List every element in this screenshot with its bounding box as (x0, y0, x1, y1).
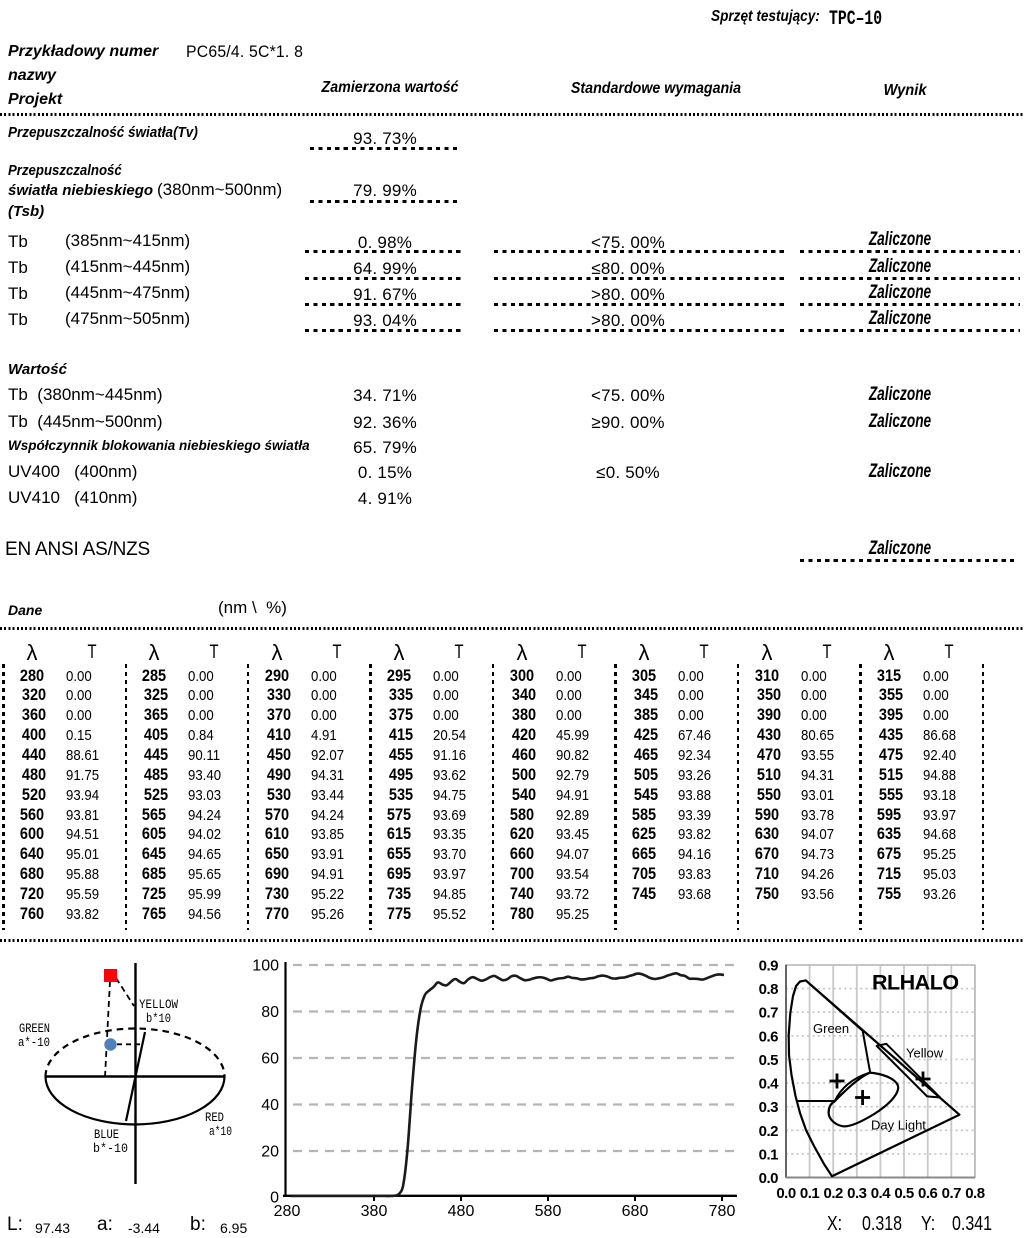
svg-text:b*-10: b*-10 (93, 1141, 128, 1156)
svg-text:b*10: b*10 (146, 1011, 171, 1026)
svg-text:BLUE: BLUE (94, 1127, 119, 1142)
svg-text:RED: RED (205, 1110, 224, 1125)
svg-text:40: 40 (261, 1097, 279, 1114)
svg-text:60: 60 (261, 1051, 279, 1068)
svg-text:0.3: 0.3 (759, 1099, 779, 1116)
svg-text:0.4: 0.4 (759, 1076, 780, 1093)
svg-text:0.8: 0.8 (965, 1185, 985, 1202)
svg-text:0.8: 0.8 (759, 981, 779, 998)
svg-text:0.4: 0.4 (871, 1185, 892, 1202)
svg-text:480: 480 (448, 1203, 475, 1220)
svg-text:0.0: 0.0 (776, 1185, 796, 1202)
svg-text:GREEN: GREEN (19, 1021, 50, 1036)
svg-text:a*-10: a*-10 (18, 1035, 50, 1050)
svg-text:0.6: 0.6 (759, 1028, 779, 1045)
svg-text:680: 680 (622, 1203, 649, 1220)
svg-text:Yellow: Yellow (906, 1046, 944, 1061)
svg-text:0: 0 (270, 1190, 279, 1207)
svg-text:0.2: 0.2 (759, 1123, 779, 1140)
svg-text:80: 80 (261, 1004, 279, 1021)
svg-text:0.2: 0.2 (824, 1185, 844, 1202)
svg-text:YELLOW: YELLOW (139, 997, 178, 1012)
svg-text:100: 100 (252, 958, 279, 975)
svg-text:0.7: 0.7 (942, 1185, 962, 1202)
svg-text:Green: Green (813, 1021, 849, 1036)
svg-text:280: 280 (274, 1203, 301, 1220)
svg-text:0.7: 0.7 (759, 1005, 779, 1022)
svg-text:0.5: 0.5 (894, 1185, 914, 1202)
svg-text:0.6: 0.6 (918, 1185, 938, 1202)
svg-text:0.1: 0.1 (800, 1185, 820, 1202)
svg-text:0.5: 0.5 (759, 1052, 779, 1069)
svg-text:a*10: a*10 (209, 1124, 232, 1139)
svg-text:RLHALO: RLHALO (872, 971, 959, 995)
svg-text:0.3: 0.3 (847, 1185, 867, 1202)
svg-text:0.9: 0.9 (759, 958, 779, 975)
svg-text:0.0: 0.0 (759, 1170, 779, 1187)
svg-text:0.1: 0.1 (759, 1146, 779, 1163)
svg-text:580: 580 (535, 1203, 562, 1220)
svg-text:780: 780 (709, 1203, 736, 1220)
svg-text:Day Light: Day Light (871, 1118, 926, 1133)
svg-text:20: 20 (261, 1144, 279, 1161)
svg-text:380: 380 (361, 1203, 388, 1220)
